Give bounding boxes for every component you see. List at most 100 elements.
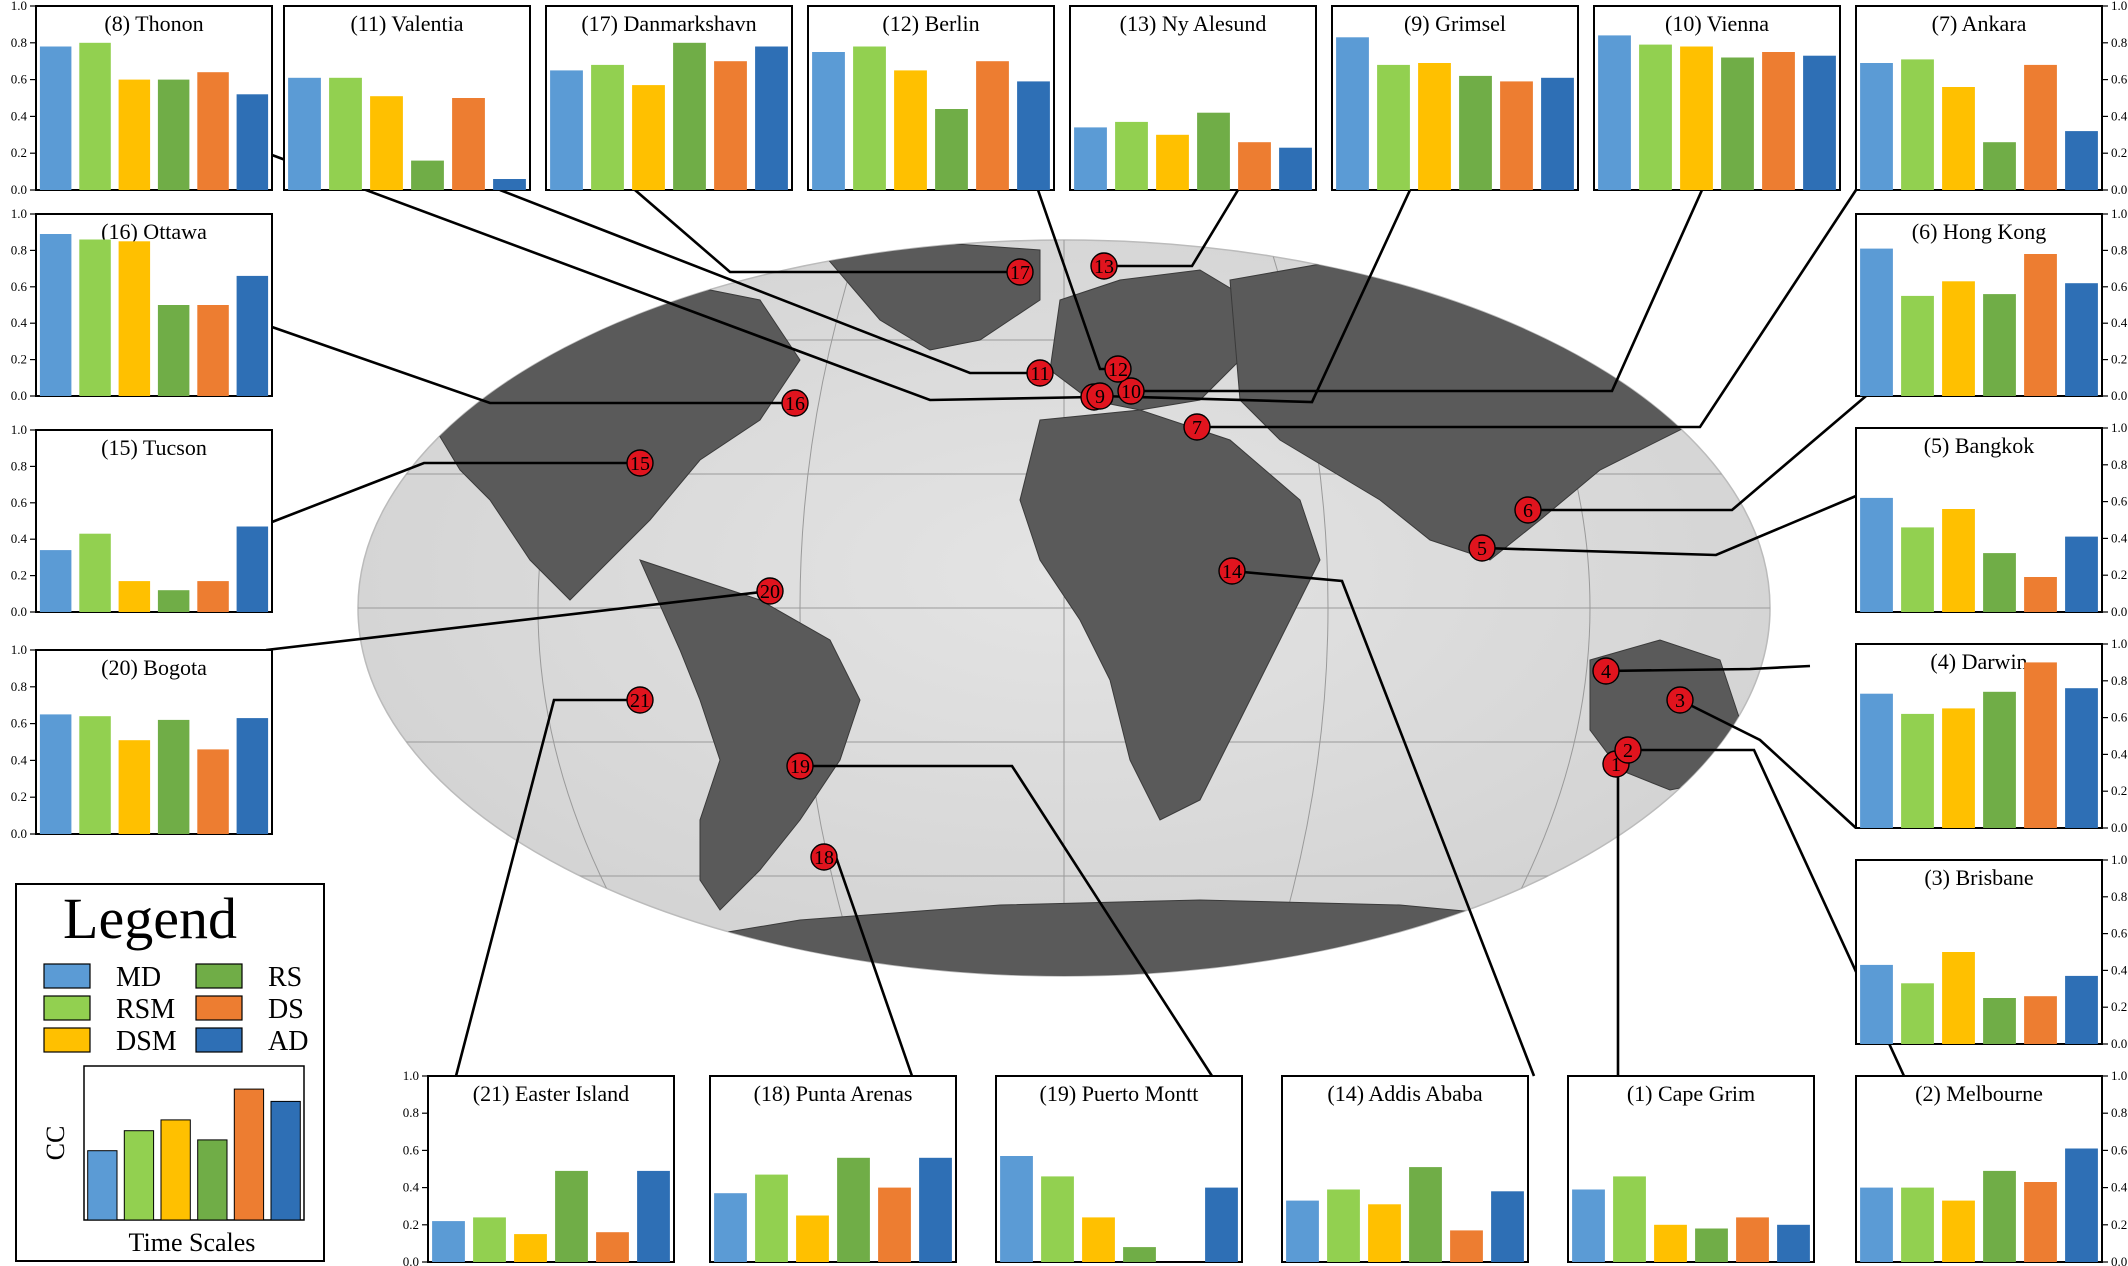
bar-ds [2024, 996, 2057, 1044]
bar-md [1860, 693, 1893, 828]
marker-label: 6 [1523, 500, 1533, 522]
bar-dsm [1942, 281, 1975, 396]
bar-rs [555, 1170, 588, 1262]
legend-example-bar-dsm [160, 1119, 191, 1221]
europe-shape [1049, 269, 1251, 411]
marker-label: 3 [1675, 690, 1685, 712]
station-chart-6: (6) Hong Kong 0.0 0.2 0.4 0.6 0.8 1.0 [1855, 206, 2128, 403]
marker-dot [810, 843, 838, 871]
y-tick-label: 0.6 [2111, 1142, 2128, 1157]
bar-rs [935, 109, 968, 190]
station-chart-18: (18) Punta Arenas [709, 1075, 957, 1263]
station-chart-15: (15) Tucson 0.0 0.2 0.4 0.6 0.8 1.0 [11, 422, 273, 619]
y-tick-label: 0.2 [2111, 999, 2127, 1014]
y-tick-label: 0.0 [11, 182, 27, 197]
bar-rsm [1901, 527, 1934, 612]
marker-dot [1104, 355, 1132, 383]
station-chart-2: (2) Melbourne 0.0 0.2 0.4 0.6 0.8 1.0 [1855, 1068, 2128, 1266]
station-marker-13: 13 [1090, 252, 1118, 280]
y-tick-label: 0.2 [2111, 783, 2127, 798]
chart-frame [1567, 1075, 1815, 1263]
bar-ds [1450, 1230, 1483, 1262]
bar-ad [1803, 55, 1836, 191]
bar-rs [157, 590, 190, 612]
y-tick-label: 0.0 [11, 826, 27, 841]
bar-dsm [1680, 46, 1713, 190]
bar-dsm [1942, 509, 1975, 612]
bar-ad [1491, 1191, 1524, 1262]
marker-dot [1183, 413, 1211, 441]
y-tick-label: 1.0 [403, 1068, 419, 1083]
chart-frame [1855, 1075, 2103, 1263]
bar-ad [236, 94, 269, 190]
marker-label: 4 [1601, 661, 1611, 683]
bar-dsm [370, 96, 403, 190]
bar-ds [1500, 81, 1533, 190]
bar-ad [2065, 131, 2098, 190]
y-tick-label: 0.0 [2111, 182, 2127, 197]
chart-title: (3) Brisbane [1924, 865, 2033, 890]
bar-ad [236, 526, 269, 612]
legend-swatch-rs [195, 963, 243, 989]
bar-ds [1238, 142, 1271, 190]
y-tick-label: 0.0 [11, 604, 27, 619]
chart-title: (1) Cape Grim [1627, 1081, 1755, 1106]
chart-title: (12) Berlin [882, 11, 979, 36]
connector-line-10 [1131, 189, 1704, 393]
station-marker-15: 15 [626, 449, 654, 477]
y-tick-label: 0.8 [2111, 242, 2127, 257]
marker-label: 14 [1222, 561, 1242, 583]
marker-label: 9 [1095, 386, 1105, 408]
y-tick-label: 1.0 [2111, 0, 2127, 13]
bar-rsm [473, 1217, 506, 1262]
chart-frame [1331, 5, 1579, 191]
y-tick-label: 0.8 [11, 242, 27, 257]
station-chart-14: (14) Addis Ababa [1281, 1075, 1529, 1263]
bar-ds [2024, 577, 2057, 612]
legend-xlabel: Time Scales [129, 1228, 256, 1257]
y-tick-label: 0.8 [2111, 889, 2127, 904]
bar-rsm [1901, 1187, 1934, 1262]
marker-dot [1468, 534, 1496, 562]
chart-title: (15) Tucson [101, 435, 207, 460]
station-chart-17: (17) Danmarkshavn [545, 5, 793, 191]
connector-line-20 [265, 589, 771, 652]
connector-line-17 [634, 189, 1020, 274]
chart-title: (18) Punta Arenas [754, 1081, 913, 1106]
bar-rsm [755, 1174, 788, 1262]
bar-rs [673, 42, 706, 190]
chart-title: (4) Darwin [1930, 649, 2027, 674]
bar-ds [197, 581, 229, 612]
y-tick-label: 1.0 [2111, 420, 2127, 435]
y-tick-label: 0.6 [2111, 926, 2128, 941]
y-tick-label: 0.6 [11, 716, 28, 731]
bar-ds [976, 61, 1009, 191]
chart-frame [995, 1075, 1243, 1263]
legend-label-rs: RS [268, 962, 302, 993]
bar-ad [1777, 1224, 1810, 1262]
station-chart-3: (3) Brisbane 0.0 0.2 0.4 0.6 0.8 1.0 [1855, 852, 2128, 1051]
marker-label: 20 [760, 581, 780, 603]
station-chart-19: (19) Puerto Montt [995, 1075, 1243, 1263]
station-chart-11: (11) Valentia [283, 5, 531, 191]
y-tick-label: 0.6 [2111, 494, 2128, 509]
y-tick-label: 0.6 [403, 1142, 420, 1157]
y-tick-label: 0.6 [2111, 710, 2128, 725]
connector-line-21 [454, 698, 640, 1077]
bar-ad [2065, 975, 2098, 1044]
connector-line-15 [271, 461, 640, 524]
chart-frame [1069, 5, 1317, 191]
connector-line-6 [1528, 395, 1867, 512]
y-tick-label: 0.6 [2111, 72, 2128, 87]
y-tick-label: 0.8 [11, 35, 27, 50]
chart-frame [35, 5, 273, 191]
bar-dsm [1942, 87, 1975, 190]
y-tick-label: 1.0 [11, 642, 27, 657]
legend-swatch-ad [195, 1027, 243, 1053]
bar-rs [157, 79, 190, 190]
marker-label: 5 [1477, 538, 1487, 560]
bar-rsm [329, 77, 362, 190]
bar-dsm [1368, 1204, 1401, 1262]
bar-md [39, 550, 72, 612]
bar-rsm [1901, 59, 1934, 191]
